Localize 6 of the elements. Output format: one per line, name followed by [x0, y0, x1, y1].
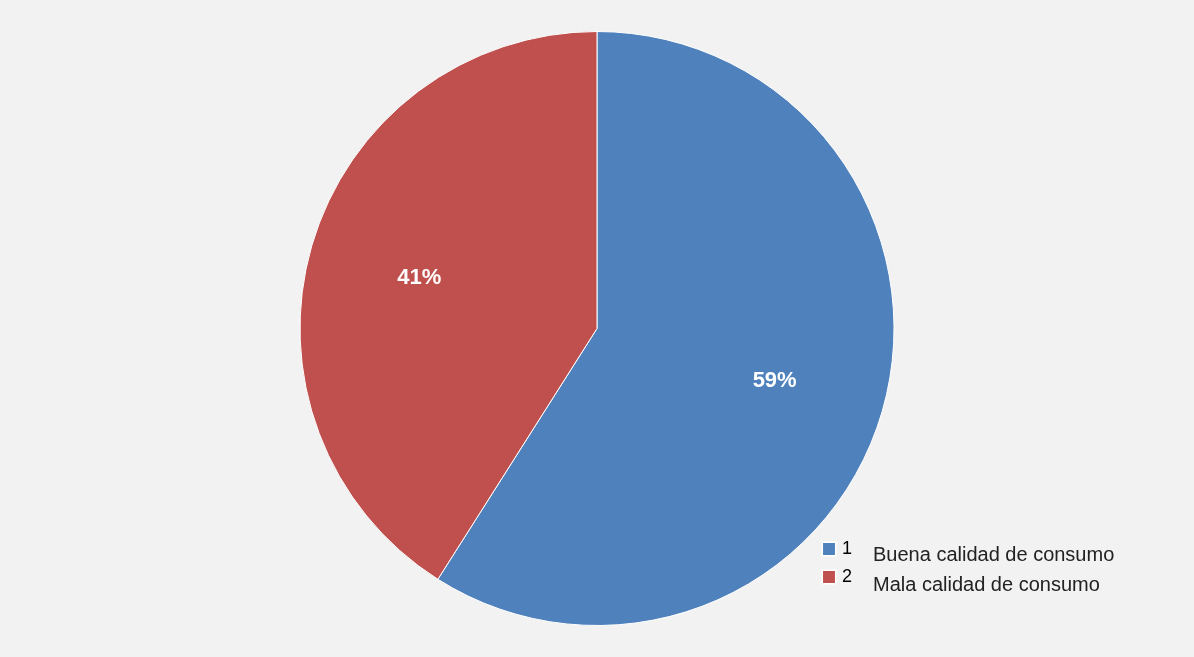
- data-label: 59%: [752, 367, 797, 393]
- legend-label: 1: [842, 538, 853, 558]
- data-label: 41%: [397, 263, 442, 289]
- text: Buena calidad de consumo: [873, 543, 1115, 565]
- text: Mala calidad de consumo: [873, 573, 1100, 595]
- legend-label: 2: [842, 566, 853, 586]
